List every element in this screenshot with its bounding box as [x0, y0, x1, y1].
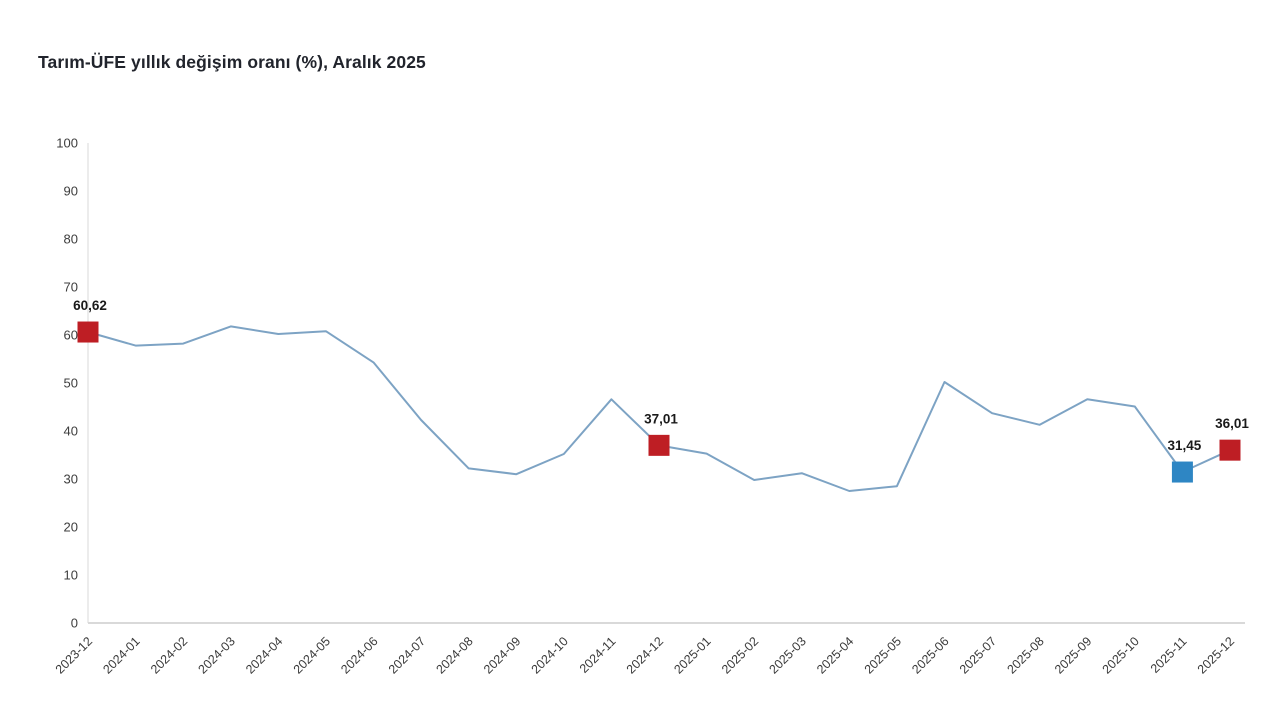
x-axis-tick-label: 2025-06: [909, 634, 951, 676]
x-axis-tick-label: 2025-04: [814, 634, 856, 676]
x-axis-tick-label: 2025-02: [719, 634, 761, 676]
y-axis-tick-label: 80: [64, 232, 78, 247]
x-axis-tick-label: 2024-01: [100, 634, 142, 676]
data-point-label: 60,62: [73, 298, 107, 313]
x-axis-tick-label: 2025-10: [1100, 634, 1142, 676]
x-axis-tick-label: 2025-01: [671, 634, 713, 676]
series-line: [87, 325, 1231, 492]
x-axis-tick-label: 2024-10: [529, 634, 571, 676]
x-axis-tick-label: 2025-11: [1148, 634, 1190, 676]
marker-square: [77, 321, 99, 343]
x-axis-tick-label: 2025-05: [862, 634, 904, 676]
y-axis-tick-label: 20: [64, 520, 78, 535]
marker-square: [648, 434, 670, 456]
x-axis-tick-label: 2024-03: [196, 634, 238, 676]
y-axis-tick-label: 30: [64, 472, 78, 487]
y-axis-tick-label: 50: [64, 376, 78, 391]
y-axis-tick-label: 0: [71, 616, 78, 631]
x-axis-tick-label: 2024-02: [148, 634, 190, 676]
data-point-label: 31,45: [1168, 438, 1202, 453]
y-axis-tick-label: 10: [64, 568, 78, 583]
y-axis-tick-label: 60: [64, 328, 78, 343]
x-axis-tick-label: 2025-09: [1052, 634, 1094, 676]
x-axis-tick-label: 2025-08: [1004, 634, 1046, 676]
x-axis-tick-label: 2025-03: [767, 634, 809, 676]
y-axis-tick-label: 100: [56, 136, 78, 151]
y-axis-tick-label: 40: [64, 424, 78, 439]
x-axis-tick-label: 2023-12: [53, 634, 95, 676]
x-axis-tick-label: 2025-07: [957, 634, 999, 676]
x-axis-tick-label: 2024-12: [624, 634, 666, 676]
x-axis-tick-label: 2024-04: [243, 634, 285, 676]
data-point-label: 36,01: [1215, 416, 1249, 431]
x-axis-tick-label: 2024-08: [433, 634, 475, 676]
chart-title: Tarım-ÜFE yıllık değişim oranı (%), Aral…: [38, 52, 426, 72]
x-axis-tick-label: 2024-05: [291, 634, 333, 676]
marker-square: [1219, 439, 1241, 461]
x-axis-tick-label: 2024-09: [481, 634, 523, 676]
x-axis-tick-label: 2024-06: [338, 634, 380, 676]
x-axis-tick-label: 2025-12: [1195, 634, 1237, 676]
y-axis-tick-label: 90: [64, 184, 78, 199]
data-point-label: 37,01: [644, 411, 678, 426]
x-axis-tick-label: 2024-07: [386, 634, 428, 676]
marker-square: [1171, 461, 1193, 483]
y-axis-tick-label: 70: [64, 280, 78, 295]
x-axis-tick-label: 2024-11: [577, 634, 619, 676]
